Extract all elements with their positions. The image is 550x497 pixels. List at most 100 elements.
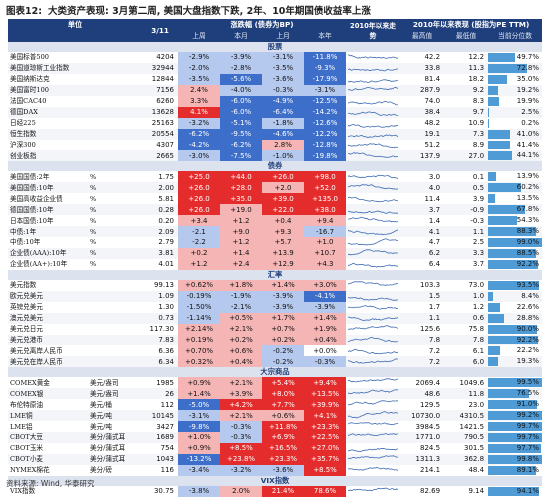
change-cell: +0.2 [178, 248, 220, 259]
sparkline [346, 171, 400, 182]
sparkline-chart [348, 64, 398, 73]
percentile-bar [488, 75, 507, 84]
percentile-cell: 35.0% [488, 74, 542, 85]
sparkline-chart [348, 108, 398, 117]
sparkline-chart [348, 183, 398, 192]
sparkline-chart [348, 97, 398, 106]
min-value: 8.9 [444, 140, 488, 151]
change-cell: -2.0% [178, 63, 220, 74]
min-value: 75.8 [444, 324, 488, 335]
change-cell: +1.0% [178, 432, 220, 443]
change-cell: -3.9% [262, 291, 304, 302]
latest-value: 6.34 [142, 356, 178, 367]
percentile-value: 19.3% [517, 356, 539, 367]
sparkline-path [348, 55, 398, 59]
max-value: 129.5 [400, 399, 444, 410]
asset-unit [86, 118, 142, 129]
asset-name: 美国富时100 [8, 85, 86, 96]
change-cell: -4.2% [178, 140, 220, 151]
change-cell: 78.6% [304, 486, 346, 497]
sparkline-path [348, 134, 398, 137]
change-cell: -12.5% [304, 96, 346, 107]
percentile-value: 2.5% [521, 107, 539, 118]
percentile-bar [488, 357, 498, 366]
max-value: 82.69 [400, 486, 444, 497]
asset-name: 德国国债:10年 [8, 204, 86, 215]
change-cell: -9.5% [220, 129, 262, 140]
sparkline-chart [348, 260, 398, 269]
change-cell: +39.0 [262, 193, 304, 204]
asset-unit [86, 313, 142, 324]
sparkline-chart [348, 411, 398, 420]
change-cell: +1.2 [220, 237, 262, 248]
change-cell: -3.1% [178, 410, 220, 421]
change-cell: +3.4 [178, 215, 220, 226]
change-cell: +8.0% [262, 388, 304, 399]
sparkline [346, 399, 400, 410]
sparkline [346, 335, 400, 346]
change-cell: +27.0% [304, 443, 346, 454]
sparkline-chart [348, 86, 398, 95]
percentile-value: 28.8% [517, 313, 539, 324]
percentile-value: 54.3% [517, 215, 539, 226]
percentile-cell: 2.5% [488, 107, 542, 118]
change-cell: -3.1% [262, 52, 304, 63]
sparkline-chart [348, 314, 398, 323]
sparkline-path [348, 456, 398, 459]
sparkline [346, 486, 400, 497]
min-value: 4310.5 [444, 410, 488, 421]
asset-name: 美元兑港币 [8, 335, 86, 346]
percentile-value: 41.4% [517, 140, 539, 151]
change-cell: +135.0 [304, 193, 346, 204]
change-cell: +0.2% [220, 335, 262, 346]
change-cell: -14.2% [304, 107, 346, 118]
change-cell: -6.0% [220, 96, 262, 107]
sparkline-chart [348, 487, 398, 496]
sparkline-chart [348, 303, 398, 312]
sparkline-path [348, 144, 398, 148]
sparkline [346, 280, 400, 291]
asset-unit [86, 356, 142, 367]
max-value: 4.0 [400, 182, 444, 193]
asset-name: 美国标普500 [8, 52, 86, 63]
sparkline-path [348, 211, 398, 213]
percentile-cell: 72.8% [488, 63, 542, 74]
change-cell: +52.0 [304, 182, 346, 193]
sparkline-chart [348, 227, 398, 236]
asset-unit [86, 345, 142, 356]
change-cell: -5.0% [178, 399, 220, 410]
percentile-cell: 8.4% [488, 291, 542, 302]
sparkline-path [348, 434, 398, 436]
change-cell: -2.9% [178, 52, 220, 63]
percentile-cell: 22.2% [488, 345, 542, 356]
max-value: 3.0 [400, 171, 444, 182]
header-row-2: 上周 本月 上月 本年 最高值 最低值 当前分位数 [8, 31, 542, 42]
max-value: 33.8 [400, 63, 444, 74]
sparkline-chart [348, 292, 398, 301]
sparkline-path [348, 412, 398, 418]
percentile-cell: 89.1% [488, 465, 542, 476]
sparkline [346, 388, 400, 399]
change-cell: +98.0 [304, 171, 346, 182]
min-value: 11.8 [444, 388, 488, 399]
change-cell: +9.4% [304, 377, 346, 388]
min-value: 9.2 [444, 85, 488, 96]
sparkline [346, 324, 400, 335]
percentile-cell: 99.2% [488, 410, 542, 421]
sparkline-chart [348, 346, 398, 355]
asset-name: 英镑兑美元 [8, 302, 86, 313]
asset-unit [86, 96, 142, 107]
percentile-bar [488, 303, 500, 312]
max-value: 6.2 [400, 248, 444, 259]
min-value: 9.14 [444, 486, 488, 497]
percentile-cell: 99.8% [488, 454, 542, 465]
sparkline [346, 226, 400, 237]
max-value: 125.6 [400, 324, 444, 335]
sparkline-chart [348, 433, 398, 442]
sparkline-chart [348, 205, 398, 214]
sparkline-chart [348, 466, 398, 475]
